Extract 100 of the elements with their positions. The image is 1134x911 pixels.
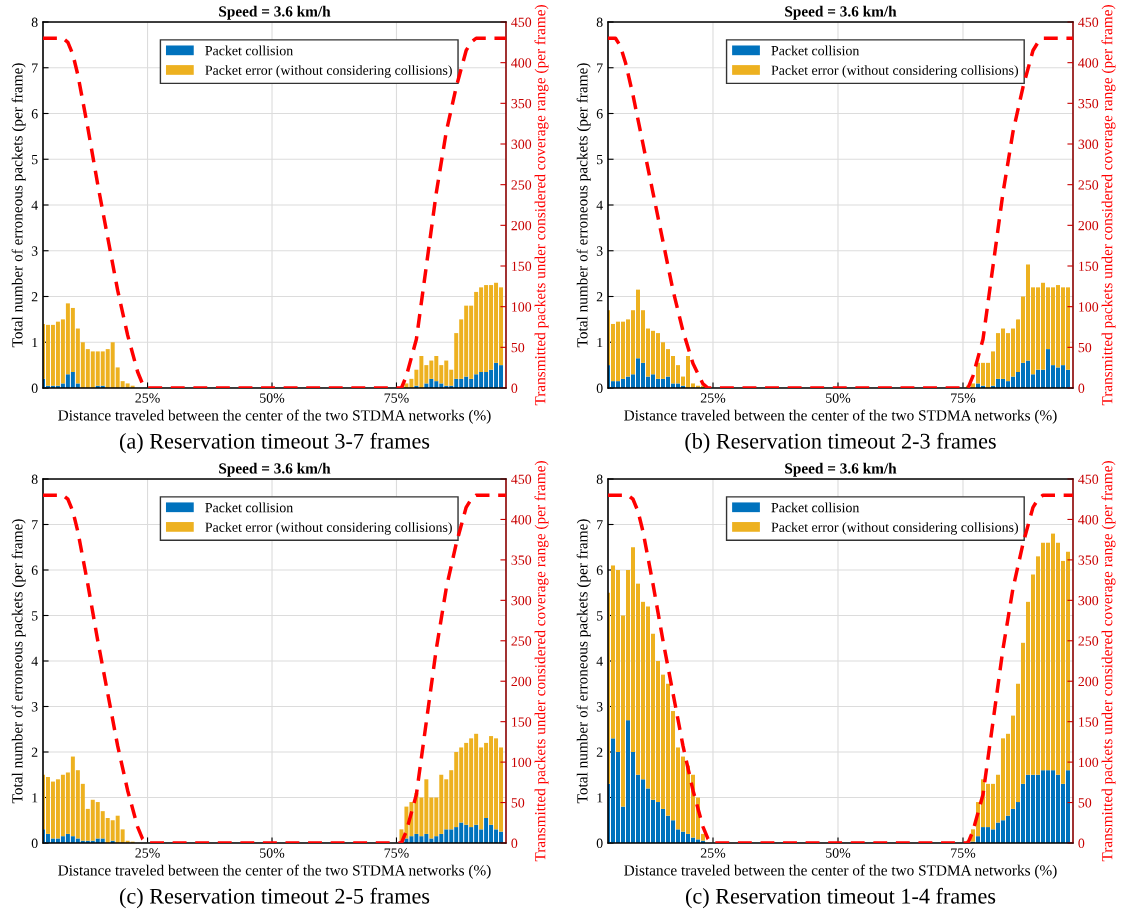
y-tick-label: 7 <box>597 520 603 530</box>
y-axis-title: Total number of erroneous packets (per frame) <box>576 63 591 348</box>
y2-tick-label: 250 <box>511 180 532 190</box>
y2-tick-label: 300 <box>1078 139 1099 149</box>
chart-title: Speed = 3.6 km/h <box>219 462 331 477</box>
y-tick-label: 4 <box>31 656 38 666</box>
y2-tick-label: 150 <box>1079 261 1099 271</box>
y2-tick-label: 100 <box>1079 302 1099 312</box>
y2-tick-label: 450 <box>1078 17 1099 27</box>
y2-tick-label: 200 <box>511 676 532 687</box>
x-axis-title: Distance traveled between the center of the two STDMA networks (%) <box>624 864 1057 879</box>
y2-tick-label: 250 <box>1078 636 1099 646</box>
y2-tick-label: 400 <box>511 515 532 525</box>
x-tick-label: 25% <box>700 848 726 858</box>
y-tick-label: 6 <box>31 565 38 575</box>
y-tick-label: 0 <box>31 383 38 393</box>
x-tick-label: 50% <box>826 848 851 858</box>
text: (c) Reservation timeout 1-4 frames <box>685 887 996 909</box>
y-tick-label: 7 <box>32 520 38 530</box>
y-tick-label: 3 <box>31 702 38 712</box>
y2-tick-label: 150 <box>512 717 532 727</box>
y-axis-title: Total number of erroneous packets (per frame) <box>11 519 26 804</box>
legend-label: Packet collision <box>205 502 293 513</box>
y-tick-label: 7 <box>597 63 603 73</box>
x-tick-label: 50% <box>260 393 285 403</box>
y-tick-label: 2 <box>596 292 603 302</box>
legend-label: Packet collision <box>205 45 293 56</box>
y2-tick-label: 50 <box>511 342 525 353</box>
y-tick-label: 2 <box>31 747 38 757</box>
y2-tick-label: 0 <box>1078 383 1085 393</box>
y2-axis-title: Transmitted packets under considered coverage range (per frame) <box>534 461 549 862</box>
x-tick-label: 50% <box>826 393 851 403</box>
y-tick-label: 2 <box>31 292 38 302</box>
text: (a) Reservation timeout 3-7 frames <box>119 432 430 454</box>
legend-label: Packet error (without considering collisions) <box>771 522 1019 535</box>
y2-tick-label: 350 <box>1078 98 1099 109</box>
y2-tick-label: 50 <box>1078 798 1092 808</box>
x-axis-title: Distance traveled between the center of the two STDMA networks (%) <box>58 409 491 424</box>
x-tick-label: 75% <box>384 393 409 403</box>
y2-tick-label: 350 <box>511 98 532 109</box>
y2-tick-label: 0 <box>511 383 518 393</box>
y2-axis-title: Transmitted packets under considered coverage range (per frame) <box>1101 5 1116 406</box>
x-tick-label: 75% <box>951 393 976 403</box>
y2-tick-label: 450 <box>511 17 532 27</box>
y-tick-label: 3 <box>596 702 603 712</box>
y2-tick-label: 400 <box>1078 515 1099 525</box>
y-tick-label: 4 <box>596 656 603 666</box>
y2-tick-label: 450 <box>511 474 532 484</box>
legend-label: Packet error (without considering collisions) <box>205 65 452 78</box>
x-tick-label: 75% <box>951 848 976 858</box>
x-axis-title: Distance traveled between the center of the two STDMA networks (%) <box>624 409 1057 424</box>
x-tick-label: 25% <box>700 393 726 403</box>
x-axis-title: Distance traveled between the center of the two STDMA networks (%) <box>58 864 491 879</box>
legend-label: Packet collision <box>771 45 860 56</box>
x-tick-label: 50% <box>260 848 285 858</box>
y-tick-label: 0 <box>596 383 603 393</box>
y-tick-label: 7 <box>32 63 38 73</box>
y-tick-label: 4 <box>596 200 603 210</box>
y-tick-label: 5 <box>32 154 38 165</box>
y2-tick-label: 350 <box>511 555 532 565</box>
y-tick-label: 1 <box>597 337 603 348</box>
y-tick-label: 1 <box>32 337 38 348</box>
x-tick-label: 25% <box>135 848 160 858</box>
y-tick-label: 3 <box>31 246 38 256</box>
y2-tick-label: 350 <box>1078 555 1099 565</box>
legend-label: Packet error (without considering collisions) <box>205 522 452 535</box>
chart-title: Speed = 3.6 km/h <box>785 5 897 20</box>
y2-tick-label: 200 <box>511 220 532 231</box>
y2-tick-label: 400 <box>511 58 532 68</box>
y2-tick-label: 300 <box>511 595 532 606</box>
y-tick-label: 0 <box>31 838 38 848</box>
legend-label: Packet collision <box>771 502 860 513</box>
y2-tick-label: 300 <box>1078 595 1099 606</box>
y2-tick-label: 50 <box>511 798 525 808</box>
y-tick-label: 1 <box>597 793 603 803</box>
y-tick-label: 3 <box>596 246 603 256</box>
x-tick-label: 75% <box>384 848 409 858</box>
text: (b) Reservation timeout 2-3 frames <box>685 432 996 454</box>
y-tick-label: 8 <box>31 474 38 484</box>
y-tick-label: 0 <box>596 838 603 848</box>
y2-tick-label: 300 <box>511 139 532 149</box>
y2-tick-label: 450 <box>1078 474 1099 484</box>
y-tick-label: 1 <box>32 793 38 803</box>
y2-tick-label: 150 <box>512 261 532 271</box>
y-tick-label: 5 <box>32 611 38 621</box>
y-tick-label: 6 <box>596 565 603 575</box>
y-tick-label: 5 <box>597 154 603 165</box>
chart-title: Speed = 3.6 km/h <box>785 462 897 477</box>
y2-tick-label: 100 <box>512 302 532 312</box>
y2-tick-label: 200 <box>1078 220 1099 231</box>
y-tick-label: 2 <box>596 747 603 757</box>
x-tick-label: 25% <box>135 393 160 403</box>
y2-tick-label: 150 <box>1079 717 1099 727</box>
chart-title: Speed = 3.6 km/h <box>219 5 331 20</box>
y-tick-label: 6 <box>596 109 603 119</box>
legend-label: Packet error (without considering collisions) <box>771 65 1019 78</box>
y2-tick-label: 100 <box>1079 757 1099 768</box>
y2-axis-title: Transmitted packets under considered coverage range (per frame) <box>534 5 549 406</box>
y2-tick-label: 100 <box>512 757 532 768</box>
y-tick-label: 5 <box>597 611 603 621</box>
